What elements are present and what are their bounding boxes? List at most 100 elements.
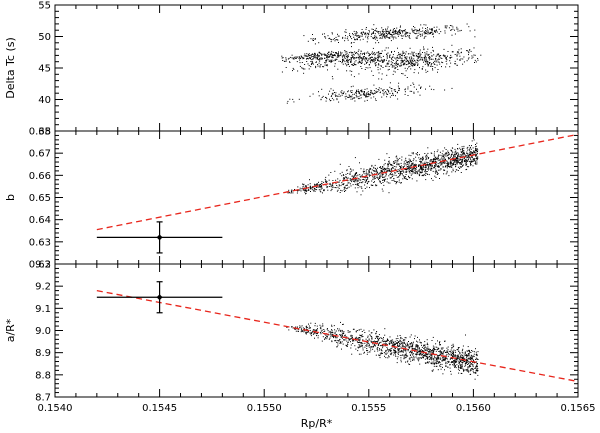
data-point: [422, 175, 424, 177]
data-point: [374, 181, 375, 183]
data-point: [396, 176, 398, 178]
data-point: [393, 63, 395, 65]
data-point: [384, 353, 386, 355]
data-point: [367, 91, 369, 93]
data-point: [469, 351, 471, 353]
data-point: [390, 354, 392, 356]
x-tick-label: 0.1560: [456, 403, 491, 414]
data-point: [322, 66, 324, 68]
data-point: [401, 159, 403, 161]
data-point: [368, 33, 370, 35]
data-point: [373, 329, 375, 331]
y-tick-label: 0.65: [29, 193, 51, 204]
data-point: [476, 365, 478, 367]
data-point: [471, 151, 472, 153]
data-point: [350, 42, 352, 44]
data-point: [285, 57, 287, 59]
data-point: [476, 161, 478, 163]
data-point: [464, 154, 466, 156]
data-point: [408, 167, 410, 169]
data-point: [429, 162, 431, 164]
data-point: [359, 179, 361, 181]
data-point: [450, 165, 452, 167]
data-point: [300, 190, 302, 192]
data-point: [370, 347, 372, 349]
data-point: [316, 184, 318, 186]
data-point: [446, 167, 448, 169]
data-point: [420, 350, 421, 352]
data-point: [350, 57, 352, 59]
data-point: [423, 356, 424, 358]
data-point: [421, 157, 423, 159]
data-point: [448, 154, 449, 156]
data-point: [338, 181, 340, 183]
data-point: [421, 168, 422, 170]
data-point: [398, 163, 400, 165]
data-point: [417, 345, 419, 347]
data-point: [326, 64, 327, 66]
data-point: [388, 91, 390, 93]
data-point: [419, 159, 421, 160]
data-point: [312, 93, 314, 95]
data-point: [409, 65, 411, 67]
data-point: [449, 358, 451, 360]
data-point: [347, 173, 349, 174]
data-point: [413, 355, 415, 357]
data-point: [300, 331, 302, 333]
data-point: [462, 358, 464, 360]
data-point: [396, 157, 398, 159]
data-point: [432, 352, 434, 354]
data-point: [469, 364, 470, 366]
data-point: [300, 329, 302, 331]
data-point: [376, 184, 378, 186]
data-point: [416, 60, 418, 61]
data-point: [352, 175, 354, 177]
data-point: [356, 180, 358, 182]
data-point: [371, 336, 373, 338]
data-point: [411, 28, 413, 30]
data-point: [469, 374, 471, 375]
data-point: [454, 365, 456, 367]
data-point: [345, 95, 347, 97]
data-point: [347, 62, 349, 64]
data-point: [426, 29, 428, 31]
data-point: [395, 350, 396, 352]
data-point: [307, 331, 309, 333]
data-point: [475, 367, 477, 369]
data-point: [329, 330, 331, 332]
data-point: [467, 146, 469, 148]
data-point: [433, 50, 434, 52]
data-point: [344, 37, 346, 39]
data-point: [438, 351, 440, 352]
data-point: [393, 342, 394, 344]
data-point: [390, 177, 392, 179]
data-point: [403, 339, 405, 341]
data-point: [452, 343, 454, 345]
data-point: [321, 329, 323, 331]
data-point: [416, 349, 418, 351]
data-point: [454, 152, 456, 154]
data-point: [338, 101, 340, 103]
data-point: [460, 58, 462, 60]
data-point: [459, 352, 461, 354]
data-point: [302, 187, 304, 189]
data-point: [443, 359, 444, 361]
data-point: [461, 151, 463, 153]
data-point: [317, 337, 319, 339]
data-point: [465, 363, 467, 365]
data-point: [424, 353, 426, 355]
data-point: [469, 157, 471, 159]
data-point: [283, 60, 285, 62]
data-point: [403, 357, 405, 359]
data-point: [422, 169, 424, 171]
data-point: [451, 357, 452, 359]
data-point: [467, 369, 469, 371]
data-point: [415, 353, 416, 355]
data-point: [392, 167, 394, 169]
data-point: [377, 336, 379, 337]
data-point: [412, 59, 413, 61]
data-point: [364, 69, 366, 70]
data-point: [306, 189, 308, 191]
y-tick-label: 8.9: [35, 348, 51, 359]
data-point: [353, 179, 355, 181]
